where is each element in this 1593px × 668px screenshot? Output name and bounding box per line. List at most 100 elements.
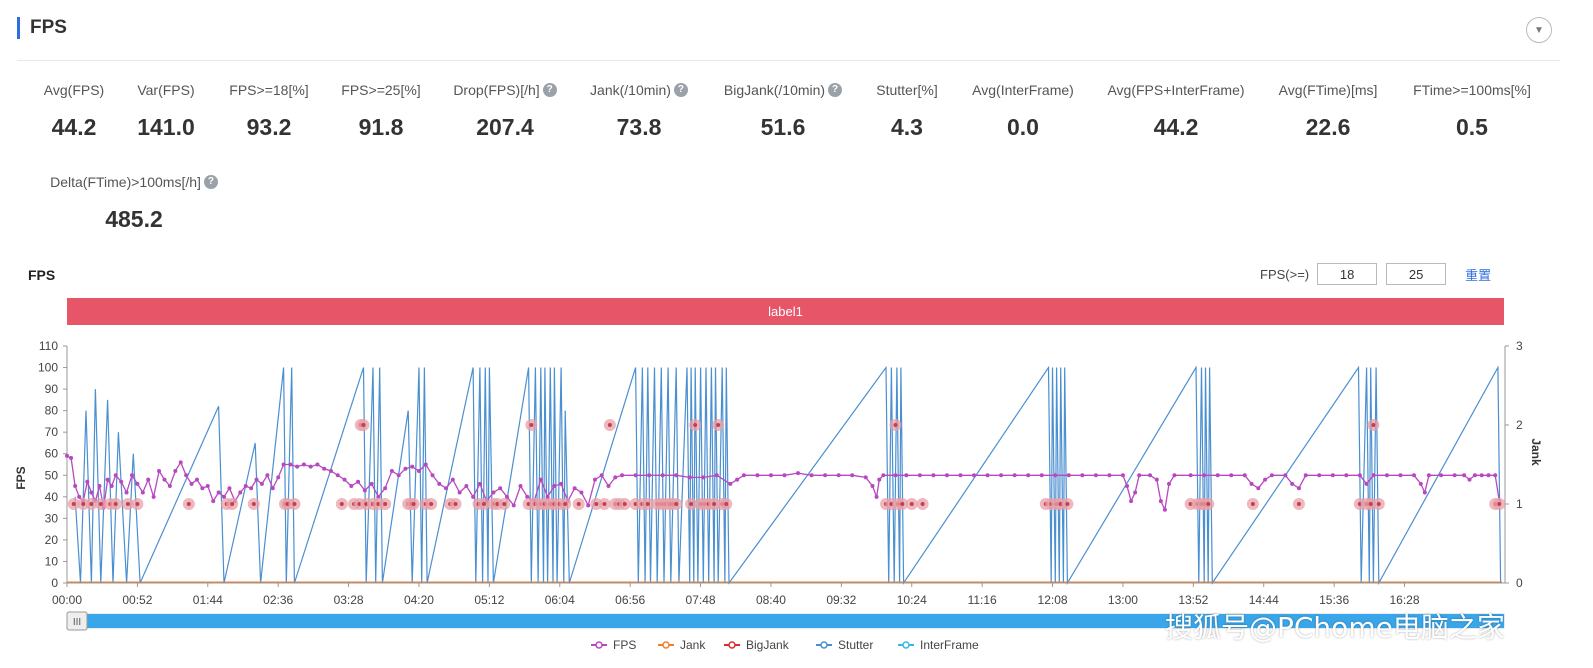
fps-point xyxy=(1172,473,1177,478)
metric-label: Stutter[%] xyxy=(876,82,937,98)
fps-point xyxy=(985,473,990,478)
jank-marker-dot xyxy=(1364,502,1369,506)
threshold-label: FPS(>=) xyxy=(1260,266,1310,282)
jank-marker-dot xyxy=(292,502,297,506)
fps-point xyxy=(1493,473,1498,478)
fps-point xyxy=(1107,473,1112,478)
reset-link[interactable]: 重置 xyxy=(1465,267,1492,283)
fps-point xyxy=(1137,473,1142,478)
metric-value: 44.2 xyxy=(1153,114,1199,140)
help-icon[interactable]: ? xyxy=(828,83,843,97)
jank-marker-dot xyxy=(893,423,898,427)
help-icon[interactable]: ? xyxy=(673,83,688,97)
metric-value: 207.4 xyxy=(476,114,534,140)
fps-point xyxy=(457,490,462,495)
fps-point xyxy=(184,473,189,478)
fps-point xyxy=(1371,473,1376,478)
jank-marker xyxy=(916,498,929,510)
fps-point xyxy=(157,468,162,473)
jank-marker xyxy=(1061,498,1074,510)
threshold-input-2[interactable] xyxy=(1386,263,1447,285)
fps-point xyxy=(504,494,509,499)
jank-marker-dot xyxy=(358,423,363,427)
fps-point xyxy=(877,477,882,482)
jank-marker-dot xyxy=(1202,502,1207,506)
jank-marker-dot xyxy=(640,502,645,506)
metric-label: Avg(InterFrame) xyxy=(972,82,1074,98)
fps-point xyxy=(89,490,94,495)
jank-marker xyxy=(1489,498,1502,510)
fps-point xyxy=(211,499,216,504)
jank-marker xyxy=(572,498,585,510)
jank-marker xyxy=(1198,498,1211,510)
y-tick-label: 60 xyxy=(45,447,59,461)
fps-point xyxy=(308,464,313,469)
jank-marker xyxy=(698,498,711,510)
fps-point xyxy=(999,473,1004,478)
jank-marker xyxy=(889,419,902,431)
metric-value: 73.8 xyxy=(616,114,662,140)
jank-marker xyxy=(651,498,664,510)
y2-tick-label: 2 xyxy=(1516,418,1523,432)
fps-point xyxy=(129,473,134,478)
jank-marker xyxy=(559,498,572,510)
jank-marker-dot xyxy=(706,502,711,506)
fps-point xyxy=(1452,473,1457,478)
fps-point xyxy=(660,473,665,478)
jank-marker-dot xyxy=(1199,502,1204,506)
help-icon[interactable]: ? xyxy=(203,175,218,189)
jank-marker-dot xyxy=(689,502,694,506)
jank-marker-dot xyxy=(712,502,717,506)
jank-marker-dot xyxy=(607,423,612,427)
fps-point xyxy=(1296,486,1301,491)
jank-marker-dot xyxy=(423,502,428,506)
fps-point xyxy=(768,473,773,478)
fps-point xyxy=(322,466,327,471)
fps-point xyxy=(1154,477,1159,482)
jank-marker-dot xyxy=(370,502,375,506)
jank-marker-dot xyxy=(724,502,729,506)
x-tick-label: 15:36 xyxy=(1319,593,1349,607)
y-tick-label: 50 xyxy=(45,468,59,482)
fps-point xyxy=(342,477,347,482)
chevron-down-icon[interactable]: ▼ xyxy=(1526,17,1552,43)
jank-marker-dot xyxy=(563,502,568,506)
jank-marker-dot xyxy=(113,502,118,506)
fps-point xyxy=(362,488,367,493)
jank-marker xyxy=(1367,419,1380,431)
metric-label: BigJank(/10min)? xyxy=(724,82,843,98)
jank-marker-dot xyxy=(552,502,557,506)
fps-point xyxy=(471,494,476,499)
fps-point xyxy=(1093,473,1098,478)
fps-point xyxy=(904,473,909,478)
x-tick-label: 08:40 xyxy=(756,593,786,607)
metric-label: FTime>=100ms[%] xyxy=(1413,82,1531,98)
fps-point xyxy=(1242,473,1247,478)
jank-marker-dot xyxy=(1188,502,1193,506)
x-tick-label: 00:52 xyxy=(122,593,152,607)
fps-point xyxy=(1290,481,1295,486)
fps-point xyxy=(254,477,259,482)
fps-point xyxy=(376,494,381,499)
help-icon[interactable]: ? xyxy=(542,83,557,97)
metric-label-text: Avg(InterFrame) xyxy=(972,82,1074,98)
jank-marker-dot xyxy=(71,502,76,506)
fps-point xyxy=(701,475,706,480)
zoom-handle-grip: III xyxy=(73,617,81,628)
threshold-input-1[interactable] xyxy=(1317,263,1378,285)
jank-marker-dot xyxy=(448,502,453,506)
fps-point xyxy=(893,473,898,478)
jank-marker xyxy=(636,498,649,510)
x-tick-label: 13:00 xyxy=(1108,593,1138,607)
metric-label-text: FPS>=25[%] xyxy=(341,82,421,98)
jank-marker xyxy=(590,498,603,510)
fps-point xyxy=(1158,499,1163,504)
fps-point xyxy=(674,473,679,478)
jank-marker-dot xyxy=(538,502,543,506)
fps-point xyxy=(687,475,692,480)
jank-marker xyxy=(335,498,348,510)
fps-point xyxy=(119,479,124,484)
y-tick-label: 70 xyxy=(45,425,59,439)
fps-point xyxy=(599,473,604,478)
zoom-slider-handle[interactable] xyxy=(66,611,88,631)
